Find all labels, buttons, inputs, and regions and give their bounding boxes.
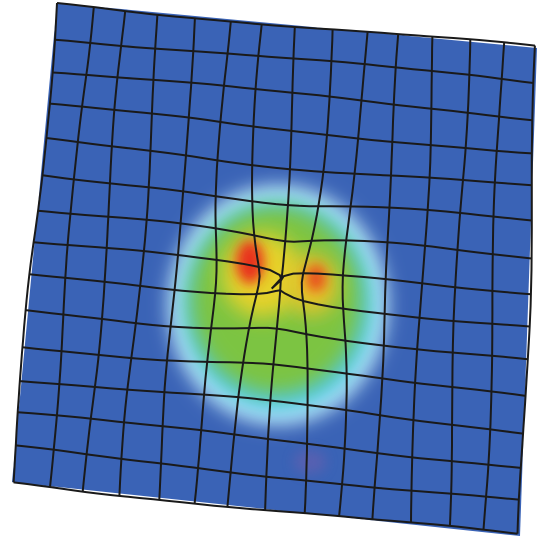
grid-line bbox=[15, 444, 519, 501]
grid-line bbox=[516, 45, 536, 534]
deformed-grid bbox=[12, 2, 536, 535]
grid-line bbox=[338, 31, 369, 517]
grid-line bbox=[22, 346, 526, 397]
grid-line bbox=[29, 273, 530, 328]
grid-line bbox=[19, 380, 524, 435]
grid-line bbox=[25, 309, 528, 361]
grid-line bbox=[448, 39, 472, 526]
grid-line bbox=[13, 481, 518, 535]
heat-blob bbox=[170, 187, 386, 474]
grid-line bbox=[482, 42, 506, 530]
grid-line bbox=[300, 29, 334, 514]
grid-line bbox=[17, 411, 521, 469]
red-peak bbox=[306, 264, 326, 292]
faint-spot bbox=[294, 450, 326, 474]
grid-line bbox=[371, 34, 400, 520]
grid-line bbox=[33, 241, 531, 296]
grid-line bbox=[410, 36, 434, 523]
